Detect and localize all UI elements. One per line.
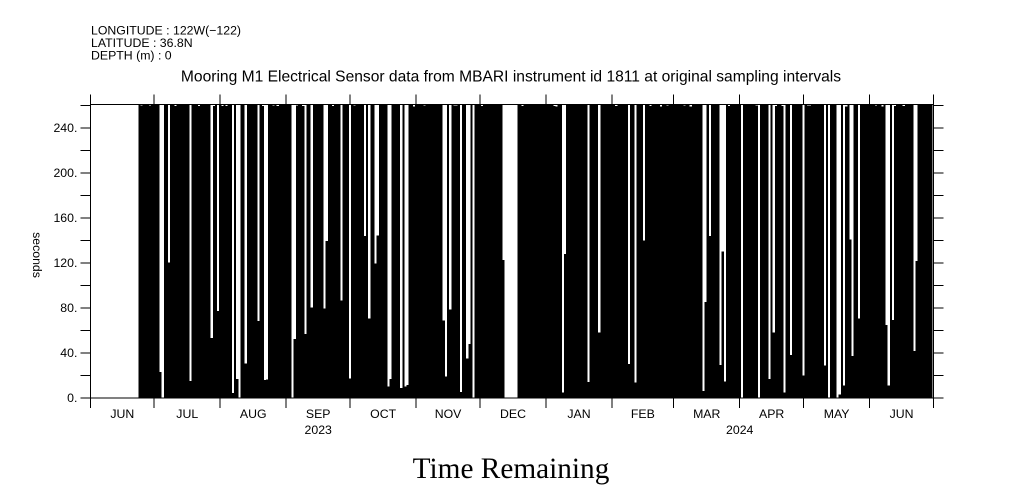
svg-text:80.: 80. [60,301,77,315]
svg-text:JUN: JUN [890,407,914,421]
svg-text:MAY: MAY [824,407,850,421]
svg-text:SEP: SEP [306,407,331,421]
svg-text:40.: 40. [60,346,77,360]
svg-text:JAN: JAN [567,407,590,421]
svg-text:DEPTH (m) : 0: DEPTH (m) : 0 [91,49,172,63]
svg-text:240.: 240. [53,121,77,135]
svg-text:2023: 2023 [305,423,333,437]
svg-text:OCT: OCT [370,407,396,421]
svg-text:FEB: FEB [631,407,655,421]
svg-text:200.: 200. [53,166,77,180]
svg-text:Mooring M1 Electrical Sensor d: Mooring M1 Electrical Sensor data from M… [181,69,841,86]
svg-text:Time Remaining: Time Remaining [413,453,610,485]
svg-text:2024: 2024 [726,423,754,437]
svg-text:JUN: JUN [110,407,134,421]
svg-text:0.: 0. [67,391,77,405]
svg-text:120.: 120. [53,256,77,270]
svg-text:NOV: NOV [435,407,462,421]
svg-text:160.: 160. [53,211,77,225]
svg-text:DEC: DEC [500,407,526,421]
svg-text:seconds: seconds [30,232,44,278]
svg-text:MAR: MAR [693,407,720,421]
svg-text:APR: APR [759,407,784,421]
svg-text:JUL: JUL [176,407,198,421]
svg-text:AUG: AUG [240,407,267,421]
